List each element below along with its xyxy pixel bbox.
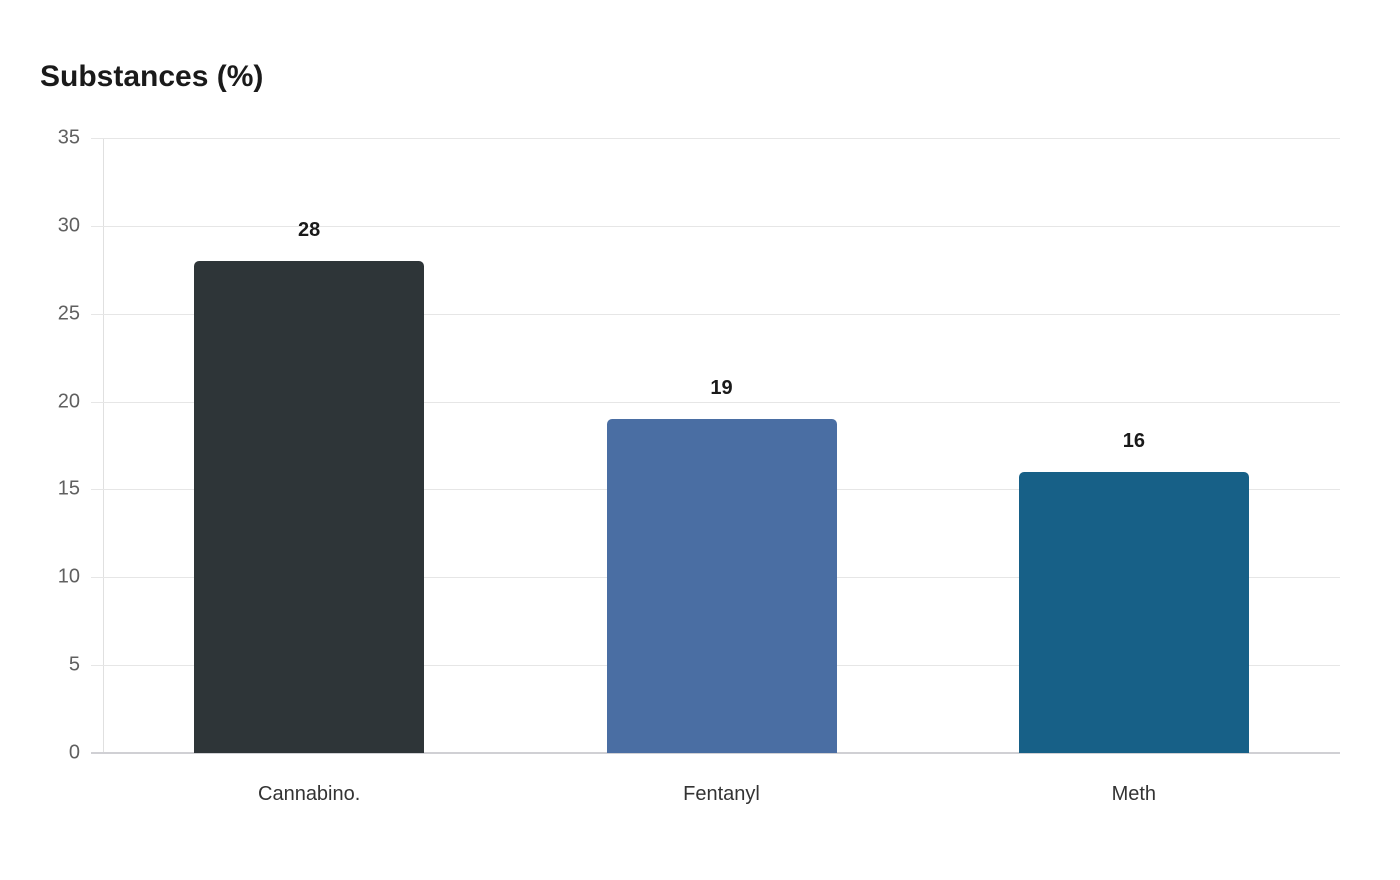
- bar[interactable]: [194, 261, 425, 753]
- chart-title: Substances (%): [40, 60, 264, 93]
- gridline: [91, 313, 1340, 315]
- bar-value-label: 19: [710, 377, 733, 400]
- y-tick-label: 25: [57, 302, 80, 325]
- gridline: [91, 225, 1340, 227]
- x-tick-label: Cannabino.: [258, 783, 361, 805]
- plot-area: 0 5 10 15 20 25 30 35 28 Cannabino. 19 Fentanyl 16 Me…: [58, 127, 1340, 805]
- bar-value-label: 16: [1122, 429, 1145, 452]
- y-axis-line: [103, 138, 104, 753]
- x-tick-label: Fentanyl: [683, 783, 760, 805]
- y-tick-label: 0: [68, 741, 80, 764]
- x-tick-label: Meth: [1111, 783, 1157, 805]
- x-axis-line: [91, 752, 1340, 754]
- y-tick-label: 30: [57, 214, 80, 237]
- y-tick-label: 5: [68, 653, 80, 676]
- y-tick-label: 20: [57, 390, 80, 413]
- y-tick-label: 15: [57, 477, 80, 500]
- bar[interactable]: [606, 419, 837, 753]
- gridline: [91, 401, 1340, 403]
- bar-value-label: 28: [298, 219, 321, 241]
- gridline: [91, 138, 1340, 139]
- y-tick-label: 10: [57, 565, 80, 588]
- bar[interactable]: [1018, 471, 1249, 753]
- y-tick-label: 35: [57, 126, 80, 149]
